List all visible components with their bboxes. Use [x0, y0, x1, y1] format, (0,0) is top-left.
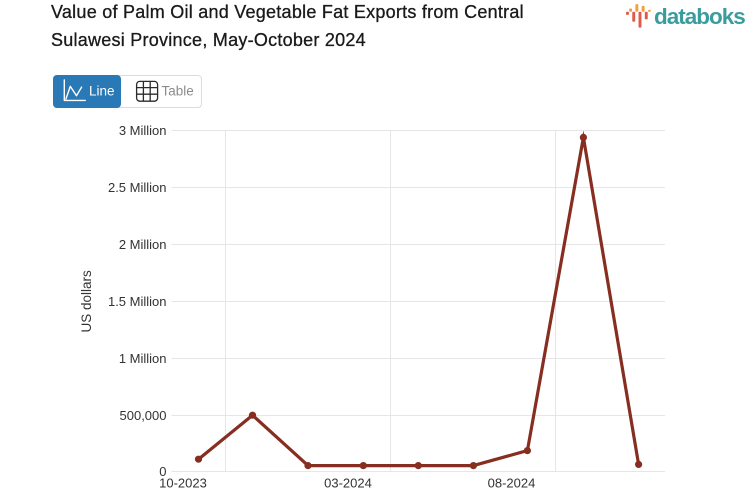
- svg-text:2 Million: 2 Million: [119, 237, 167, 252]
- svg-text:2.5 Million: 2.5 Million: [108, 180, 167, 195]
- svg-text:3 Million: 3 Million: [119, 123, 167, 138]
- svg-text:0: 0: [159, 464, 166, 479]
- svg-text:03-2024: 03-2024: [324, 476, 372, 491]
- svg-text:10-2023: 10-2023: [159, 476, 207, 491]
- svg-text:500,000: 500,000: [120, 408, 167, 423]
- svg-text:US dollars: US dollars: [79, 270, 94, 333]
- svg-text:08-2024: 08-2024: [488, 476, 536, 491]
- svg-text:1.5 Million: 1.5 Million: [108, 294, 167, 309]
- svg-text:1 Million: 1 Million: [119, 351, 167, 366]
